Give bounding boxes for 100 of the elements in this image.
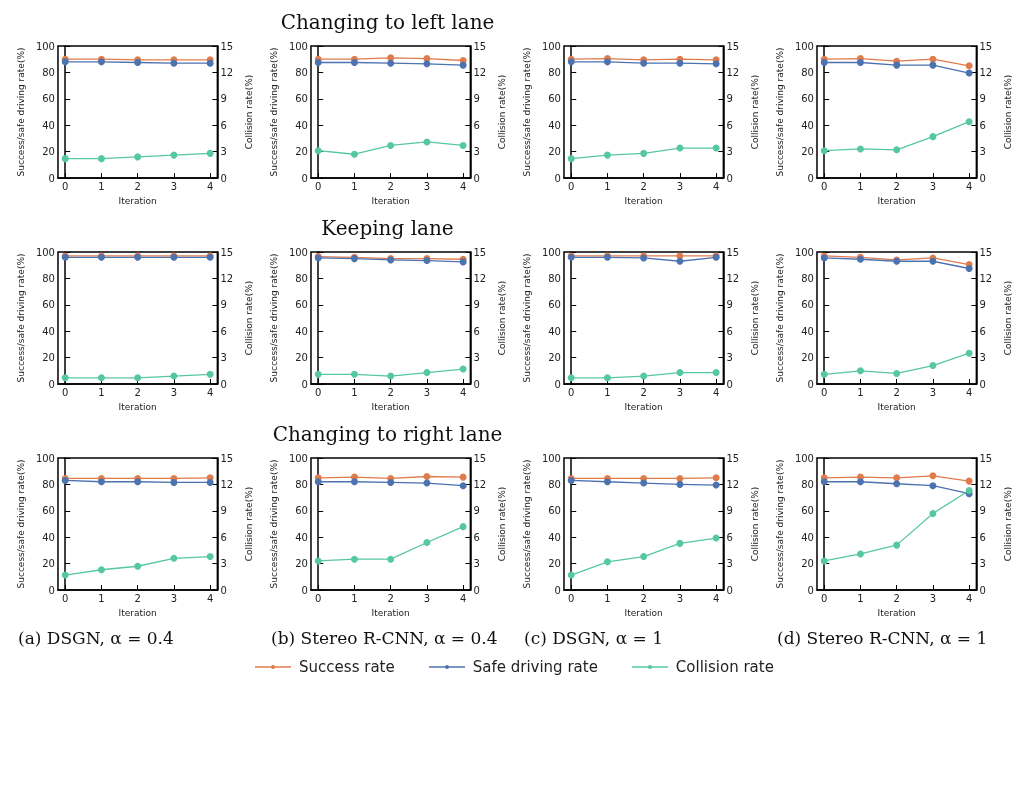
point [314, 59, 322, 66]
y-tick-label: 60 [295, 93, 308, 105]
point [893, 146, 901, 154]
point [350, 59, 358, 66]
y-tick-label: 20 [548, 558, 561, 570]
y2-axis-title: Collision rate(%) [749, 74, 760, 150]
x-tick-label: 1 [857, 180, 864, 192]
y2-tick-label: 6 [220, 531, 227, 543]
y-tick-label: 80 [295, 272, 308, 284]
x-tick-label: 3 [676, 592, 684, 604]
point [929, 133, 937, 141]
point [965, 477, 973, 485]
x-tick-label: 4 [965, 386, 973, 398]
y2-axis-title: Collision rate(%) [243, 280, 254, 356]
y2-tick-label: 3 [473, 146, 480, 158]
text: (c) DSGN, α = 1 [523, 627, 664, 650]
x-tick-label: 4 [459, 386, 467, 398]
x-tick-label: 4 [459, 180, 467, 192]
x-axis-title: Iteration [624, 195, 663, 206]
y-tick-label: 80 [801, 478, 814, 490]
y-tick-label: 0 [554, 584, 561, 596]
y2-tick-label: 12 [979, 66, 993, 78]
y2-tick-label: 0 [220, 172, 227, 184]
y2-tick-label: 6 [726, 531, 733, 543]
y2-axis-title: Collision rate(%) [749, 280, 760, 356]
x-tick-label: 0 [821, 180, 828, 192]
y-tick-label: 100 [541, 452, 561, 464]
x-tick-label: 3 [929, 386, 937, 398]
y-axis-title: Success/safe driving rate(%) [268, 253, 279, 383]
y2-tick-label: 15 [979, 452, 993, 464]
point [423, 479, 431, 487]
point [929, 482, 937, 490]
x-tick-label: 3 [676, 386, 684, 398]
y2-tick-label: 12 [473, 478, 487, 490]
y2-tick-label: 0 [473, 378, 480, 390]
point [712, 144, 720, 152]
y2-tick-label: 9 [220, 93, 227, 105]
x-tick-label: 2 [893, 386, 900, 398]
y-axis-title: Success/safe driving rate(%) [521, 47, 532, 177]
x-tick-label: 0 [568, 180, 575, 192]
y2-axis-title: Collision rate(%) [496, 486, 507, 562]
y2-axis-title: Collision rate(%) [496, 74, 507, 150]
x-tick-label: 1 [351, 386, 358, 398]
point [387, 59, 395, 67]
y2-tick-label: 12 [220, 66, 234, 78]
x-tick-label: 2 [640, 386, 647, 398]
y-axis-title: Success/safe driving rate(%) [521, 253, 532, 383]
y2-tick-label: 0 [979, 378, 986, 390]
y2-axis-title: Collision rate(%) [1002, 486, 1013, 562]
y-tick-label: 100 [794, 40, 814, 52]
y2-tick-label: 9 [473, 93, 480, 105]
y-tick-label: 60 [295, 299, 308, 311]
point [387, 555, 395, 563]
point [423, 369, 431, 377]
y2-tick-label: 15 [220, 246, 234, 258]
x-tick-label: 1 [98, 592, 105, 604]
x-tick-label: 0 [62, 180, 69, 192]
x-tick-label: 0 [315, 386, 322, 398]
point [640, 479, 648, 487]
y-tick-label: 0 [807, 584, 814, 596]
x-tick-label: 2 [387, 592, 394, 604]
y-tick-label: 100 [288, 40, 308, 52]
y-tick-label: 100 [541, 246, 561, 258]
x-tick-label: 3 [423, 180, 431, 192]
y-axis-title: Success/safe driving rate(%) [15, 47, 26, 177]
y2-axis-title: Collision rate(%) [496, 280, 507, 356]
y2-tick-label: 6 [979, 531, 986, 543]
point [820, 557, 828, 565]
y-axis-title: Success/safe driving rate(%) [15, 253, 26, 383]
y-tick-label: 40 [42, 119, 55, 131]
x-tick-label: 1 [604, 386, 611, 398]
point [423, 60, 431, 68]
y-tick-label: 20 [295, 352, 308, 364]
y2-tick-label: 9 [726, 93, 733, 105]
point [423, 538, 431, 546]
x-tick-label: 1 [98, 180, 105, 192]
x-tick-label: 3 [170, 592, 178, 604]
point [206, 553, 214, 561]
point [893, 541, 901, 549]
y2-tick-label: 3 [726, 558, 733, 570]
point [387, 478, 395, 486]
x-axis-title: Iteration [118, 401, 157, 412]
x-tick-label: 4 [965, 592, 973, 604]
y2-tick-label: 6 [473, 531, 480, 543]
x-tick-label: 0 [315, 592, 322, 604]
x-tick-label: 2 [893, 180, 900, 192]
point [856, 145, 864, 153]
y-tick-label: 40 [295, 325, 308, 337]
point [712, 534, 720, 542]
point [820, 370, 828, 378]
y2-tick-label: 15 [220, 452, 234, 464]
y-axis-title: Success/safe driving rate(%) [774, 459, 785, 589]
y2-tick-label: 0 [220, 378, 227, 390]
y-tick-label: 20 [548, 146, 561, 158]
x-tick-label: 1 [98, 386, 105, 398]
y-tick-label: 40 [548, 119, 561, 131]
x-tick-label: 0 [62, 592, 69, 604]
y2-tick-label: 0 [979, 584, 986, 596]
y2-tick-label: 6 [979, 119, 986, 131]
x-axis-title: Iteration [877, 607, 916, 618]
